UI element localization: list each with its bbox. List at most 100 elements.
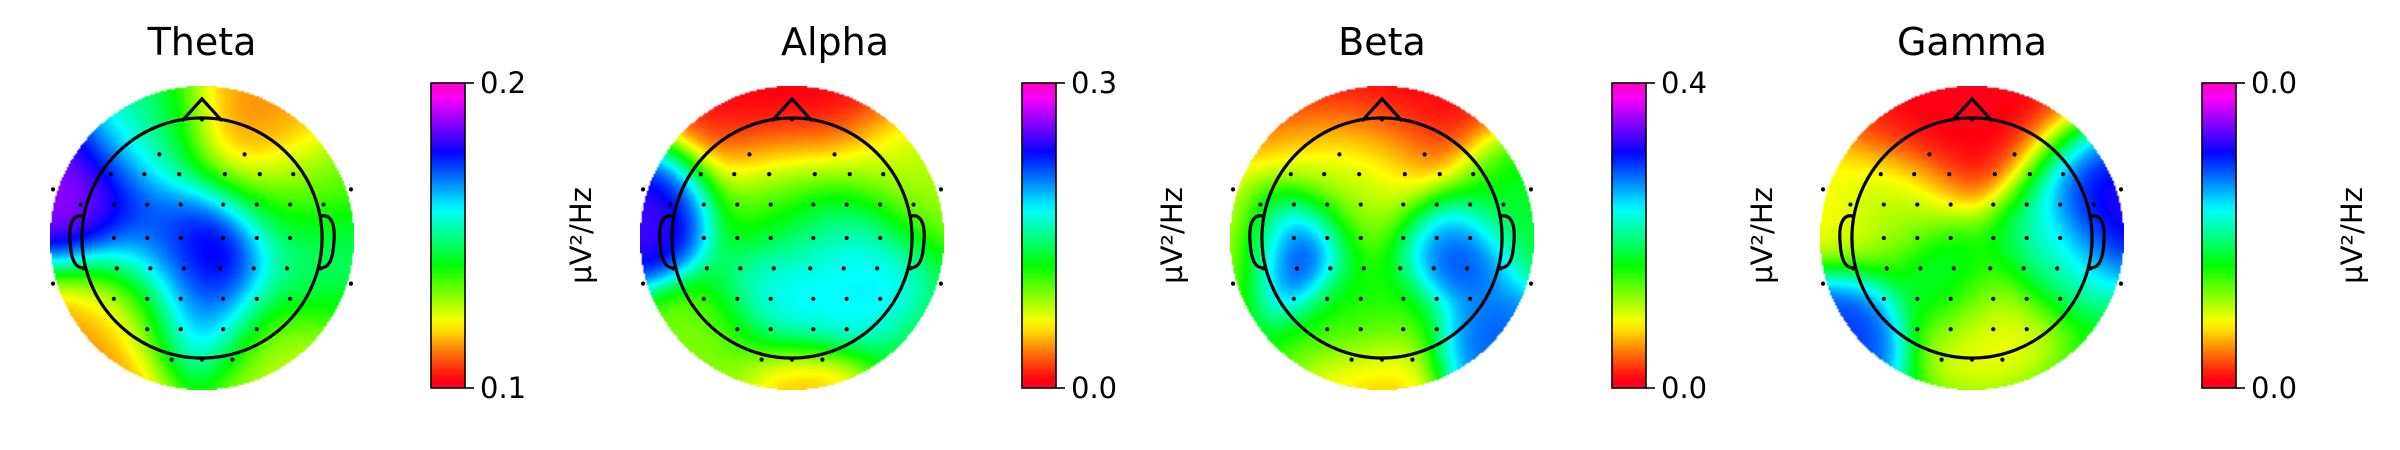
electrode-dot — [1939, 357, 1944, 362]
scalp-heatmap — [1820, 86, 2124, 390]
electrode-dot — [148, 266, 153, 271]
electrode-dot — [111, 202, 116, 207]
electrode-dot — [878, 235, 883, 241]
electrode-dot — [221, 296, 226, 301]
electrode-dot — [78, 202, 83, 207]
electrode-dot — [847, 172, 852, 177]
electrode-dot — [2024, 202, 2029, 207]
electrode-dot — [145, 296, 150, 301]
scalp-heatmap — [50, 86, 354, 390]
electrode-dot — [288, 202, 293, 207]
electrode-dot — [771, 266, 776, 271]
electrode-dot — [759, 357, 764, 362]
electrode-dot — [1991, 296, 1996, 301]
electrode-dot — [1361, 266, 1366, 271]
electrode-dot — [1337, 152, 1342, 157]
colorbar — [1021, 82, 1057, 389]
electrode-dot — [1918, 266, 1923, 271]
colorbar-unit-label: µV²/Hz — [1155, 187, 1189, 284]
nose-outline — [1360, 96, 1404, 122]
electrode-dot — [254, 235, 259, 241]
electrode-dot — [1992, 172, 1997, 177]
electrode-dot — [1881, 296, 1886, 301]
electrode-dot — [875, 266, 880, 271]
electrode-dot — [1991, 327, 1996, 332]
electrode-dot — [254, 202, 259, 207]
electrode-dot — [789, 357, 795, 362]
electrode-dot — [2000, 357, 2005, 362]
electrode-dot — [844, 327, 849, 332]
electrode-dot — [1325, 296, 1330, 301]
electrode-dot — [2021, 266, 2026, 271]
electrode-dot — [254, 327, 259, 332]
electrode-dot — [767, 172, 772, 177]
colorbar-min-label: 0.1 — [480, 371, 526, 405]
right-ear-outline — [319, 214, 336, 270]
electrode-dot — [1468, 202, 1473, 207]
electrode-dot — [1358, 296, 1363, 301]
electrode-dot — [1258, 202, 1263, 207]
electrode-dot — [348, 281, 354, 286]
electrode-dot — [704, 266, 709, 271]
electrode-dot — [1357, 172, 1362, 177]
colorbar-max-label: 0.4 — [1661, 66, 1707, 100]
right-ear-outline — [2089, 214, 2106, 270]
electrode-dot — [1379, 117, 1385, 122]
topomap-panel-alpha: Alpha 0.3 0.0 µV²/Hz — [640, 20, 1189, 405]
electrode-dot — [2061, 172, 2066, 177]
electrode-dot — [2118, 187, 2124, 192]
electrode-dot — [145, 235, 150, 241]
electrode-dot — [178, 235, 183, 241]
electrode-dot — [1230, 187, 1236, 192]
electrode-dot — [747, 152, 752, 157]
electrode-dot — [735, 296, 740, 301]
electrode-dot — [1991, 202, 1996, 207]
electrode-dot — [735, 202, 740, 207]
electrode-dot — [177, 172, 182, 177]
topomap-panel-theta: Theta 0.2 0.1 µV²/Hz — [50, 20, 598, 405]
right-ear-outline — [1499, 214, 1516, 270]
electrode-dot — [1501, 202, 1506, 207]
electrode-dot — [1468, 296, 1473, 301]
electrode-dot — [2058, 202, 2063, 207]
electrode-dot — [701, 235, 706, 241]
electrode-dot — [640, 187, 646, 192]
electrode-dot — [1358, 202, 1363, 207]
electrode-dot — [2055, 266, 2060, 271]
electrode-dot — [50, 281, 56, 286]
electrode-dot — [844, 202, 849, 207]
electrode-dot — [1927, 152, 1932, 157]
electrode-dot — [811, 235, 816, 241]
electrode-dot — [1528, 187, 1534, 192]
electrode-dot — [1969, 117, 1975, 122]
topomap-panel-beta: Beta 0.4 0.0 µV²/Hz — [1230, 20, 1779, 405]
electrode-dot — [1434, 202, 1439, 207]
electrode-dot — [178, 296, 183, 301]
electrode-dot — [789, 117, 795, 122]
electrode-dot — [1410, 357, 1415, 362]
electrode-dot — [178, 327, 183, 332]
electrode-dot — [908, 266, 913, 271]
electrode-dot — [820, 357, 825, 362]
colorbar-unit-label: µV²/Hz — [564, 187, 598, 284]
electrode-dot — [1878, 172, 1883, 177]
electrode-dot — [1401, 235, 1406, 241]
panel-title: Alpha — [781, 20, 889, 64]
electrode-dot — [735, 235, 740, 241]
electrode-dot — [145, 202, 150, 207]
electrode-dot — [230, 357, 235, 362]
electrode-dot — [1471, 172, 1476, 177]
electrode-dot — [832, 152, 837, 157]
electrode-dot — [1912, 172, 1917, 177]
electrode-dot — [768, 327, 773, 332]
left-ear-outline — [68, 214, 85, 270]
scalp-heatmap — [640, 86, 944, 390]
electrode-dot — [938, 187, 944, 192]
electrode-dot — [1434, 296, 1439, 301]
electrode-dot — [1230, 281, 1236, 286]
electrode-dot — [1322, 172, 1327, 177]
electrode-dot — [1528, 281, 1534, 286]
electrode-dot — [1358, 327, 1363, 332]
electrode-dot — [1434, 327, 1439, 332]
electrode-dot — [2012, 152, 2017, 157]
